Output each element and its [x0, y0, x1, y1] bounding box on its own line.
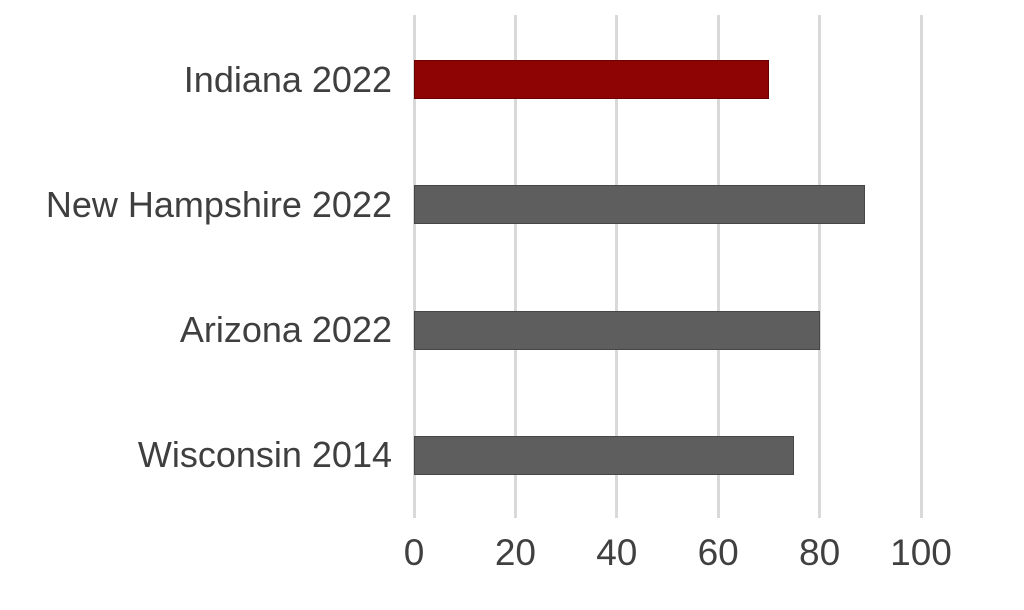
x-tick-label-0: 0 — [403, 532, 425, 573]
x-tick-label-80: 80 — [799, 532, 841, 573]
x-gridline-0 — [412, 15, 416, 518]
x-tick-label-40: 40 — [596, 532, 638, 573]
x-tick-label-100: 100 — [890, 532, 952, 573]
x-gridline-60 — [716, 15, 720, 518]
bar-wisconsin-2014 — [414, 435, 795, 475]
x-gridline-40 — [615, 15, 619, 518]
x-gridline-100 — [919, 15, 923, 518]
bar-arizona-2022 — [414, 310, 820, 350]
category-label-new-hampshire-2022: New Hampshire 2022 — [45, 183, 392, 225]
x-tick-label-60: 60 — [697, 532, 739, 573]
bar-new-hampshire-2022 — [414, 185, 866, 225]
x-tick-label-20: 20 — [494, 532, 536, 573]
x-gridline-80 — [818, 15, 822, 518]
category-label-arizona-2022: Arizona 2022 — [179, 309, 392, 351]
category-label-wisconsin-2014: Wisconsin 2014 — [137, 434, 392, 476]
category-label-indiana-2022: Indiana 2022 — [183, 58, 392, 100]
bar-indiana-2022 — [414, 60, 769, 99]
x-gridline-20 — [513, 15, 517, 518]
